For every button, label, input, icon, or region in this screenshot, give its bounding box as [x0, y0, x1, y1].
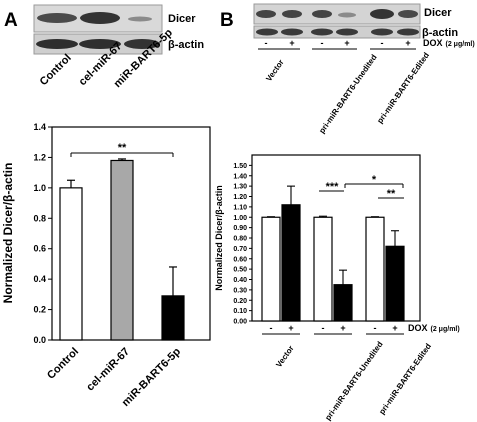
panel-b-blot-lane-sign: + — [344, 38, 349, 48]
panel-b-bar-s0-g1 — [313, 216, 333, 322]
panel-a-bar-0 — [59, 187, 83, 341]
panel-b-bar-s1-g1 — [333, 284, 353, 322]
panel-a-y-tick-label: 0.6 — [33, 244, 46, 254]
panel-a-y-tick-label: 1.4 — [33, 122, 46, 132]
panel-b-y-tick-label: 0.50 — [233, 267, 247, 274]
panel-b-y-tick-label: 1.00 — [233, 215, 247, 222]
panel-b-y-tick-label: 0.20 — [233, 298, 247, 305]
panel-a-bar-2 — [161, 295, 185, 341]
panel-a-sig-label: ** — [118, 142, 127, 154]
panel-b-blot-dicer — [253, 3, 421, 25]
panel-b-x-lane-sign: + — [340, 323, 345, 333]
panel-a-y-axis-title: Normalized Dicer/β-actin — [1, 163, 15, 304]
panel-b-bar-s1-g0 — [281, 204, 301, 322]
panel-b-sig-label-edited: ** — [387, 188, 396, 200]
panel-b-blot-lane-sign: + — [289, 38, 294, 48]
panel-b-blot-actin — [253, 25, 421, 39]
panel-b-chart: 0.00 0.10 0.20 0.30 0.40 0.50 0.60 0.70 0.80 0.90… — [214, 154, 460, 422]
panel-b-y-tick-label: 0.00 — [233, 319, 247, 326]
panel-b-sig-label-unedited: *** — [326, 181, 340, 193]
svg-text:DOX(2 μg/ml): DOX (2 μg/ml) — [423, 38, 475, 48]
panel-b-y-axis: 0.00 0.10 0.20 0.30 0.40 0.50 0.60 0.70 0.80 0.90… — [233, 163, 252, 326]
panel-b-y-tick-label: 0.80 — [233, 236, 247, 243]
panel-a-y-tick-label: 1.0 — [33, 183, 46, 193]
panel-b-bars — [261, 185, 405, 322]
panel-b-x-lane-sign: - — [270, 323, 273, 333]
panel-b-y-tick-label: 1.40 — [233, 173, 247, 180]
panel-a-bar-1 — [110, 159, 134, 341]
panel-b-x-dox-text: DOX — [408, 323, 428, 333]
panel-b-blot-label-dicer: Dicer — [424, 7, 452, 19]
panel-b-x-lane-sign: + — [392, 323, 397, 333]
panel-b-y-tick-label: 1.10 — [233, 204, 247, 211]
panel-b-x-lane-sign: + — [288, 323, 293, 333]
panel-a-y-tick-label: 0.2 — [33, 305, 46, 315]
panel-b-y-tick-label: 0.40 — [233, 277, 247, 284]
panel-b-sig-label-between: * — [372, 174, 377, 186]
panel-b-blot-lane-sign: + — [405, 38, 410, 48]
panel-b-blot-group-unedited: pri-miR-BART6-Unedited — [317, 53, 378, 135]
panel-b-x-dox-conc: (2 μg/ml) — [431, 326, 460, 333]
panel-a-blot-actin — [33, 33, 163, 55]
panel-b-bar-s0-g2 — [365, 216, 385, 322]
panel-b-x-group-vector: Vector — [274, 344, 295, 369]
panel-b-x-lane-signs: - + - + - + — [270, 323, 398, 333]
panel-b-blot-lane-sign: - — [321, 38, 324, 48]
panel-b-blot-label-actin: β-actin — [422, 27, 458, 39]
panel-b-y-tick-label: 1.30 — [233, 184, 247, 191]
panel-a-blot-label-actin: β-actin — [168, 39, 204, 51]
panel-b-y-tick-label: 1.50 — [233, 163, 247, 170]
panel-a-bars — [59, 158, 185, 341]
panel-a-blot-dicer — [33, 4, 163, 33]
panel-b-x-group-unedited: pri-miR-BART6-Unedited — [323, 340, 384, 422]
panel-a-chart: 0.0 0.2 0.4 0.6 0.8 1.0 1.2 1.4 Control cel-miR-… — [1, 122, 211, 409]
panel-b-blot-dox-text: DOX — [423, 38, 443, 48]
panel-b-blot-group-edited: pri-miR-BART6-Edited — [375, 51, 431, 125]
panel-b-letter: B — [220, 10, 234, 31]
panel-b-bar-s0-g0 — [261, 216, 281, 322]
panel-b-blot-dox-label: DOX (2 μg/ml) — [423, 38, 475, 48]
panel-a-y-axis: 0.0 0.2 0.4 0.6 0.8 1.0 1.2 1.4 — [33, 122, 52, 345]
panel-b-y-tick-label: 1.20 — [233, 194, 247, 201]
svg-text:DOX(2 μg/ml): DOX (2 μg/ml) — [408, 323, 460, 333]
panel-b-x-lane-sign: - — [374, 323, 377, 333]
panel-b-bar-s1-g2 — [385, 245, 405, 322]
panel-b-y-tick-label: 0.70 — [233, 246, 247, 253]
panel-a-y-tick-label: 0.0 — [33, 335, 46, 345]
panel-b-blot-group-vector: Vector — [264, 58, 285, 83]
panel-b-blot-lane-sign: - — [265, 38, 268, 48]
panel-b-y-tick-label: 0.60 — [233, 256, 247, 263]
panel-b-x-group-edited: pri-miR-BART6-Edited — [377, 342, 433, 416]
panel-b-y-tick-label: 0.90 — [233, 225, 247, 232]
panel-a-y-tick-label: 0.4 — [33, 274, 46, 284]
panel-b-blot-dox-conc: (2 μg/ml) — [446, 41, 475, 48]
panel-b-blot-lane-sign: - — [381, 38, 384, 48]
panel-b-y-axis-title: Normalized Dicer/β-actin — [214, 185, 224, 291]
panel-a-y-tick-label: 1.2 — [33, 152, 46, 162]
panel-a-x-tick-label: Control — [45, 346, 81, 382]
panel-b-significance: *** * ** — [319, 174, 404, 200]
panel-a-x-tick-label: cel-miR-67 — [84, 346, 132, 394]
panel-a-lane-label-control: Control — [38, 52, 74, 88]
panel-b-x-dox-label: DOX (2 μg/ml) — [408, 323, 460, 333]
panel-b-blot-lane-signs: - + - + - + — [265, 38, 411, 48]
panel-a-y-tick-label: 0.8 — [33, 213, 46, 223]
panel-b-y-tick-label: 0.10 — [233, 308, 247, 315]
panel-b-y-tick-label: 0.30 — [233, 287, 247, 294]
panel-a-letter: A — [4, 10, 18, 31]
panel-b-x-lane-sign: - — [322, 323, 325, 333]
panel-a-significance: ** — [70, 142, 174, 157]
panel-a-blot-label-dicer: Dicer — [168, 13, 196, 25]
